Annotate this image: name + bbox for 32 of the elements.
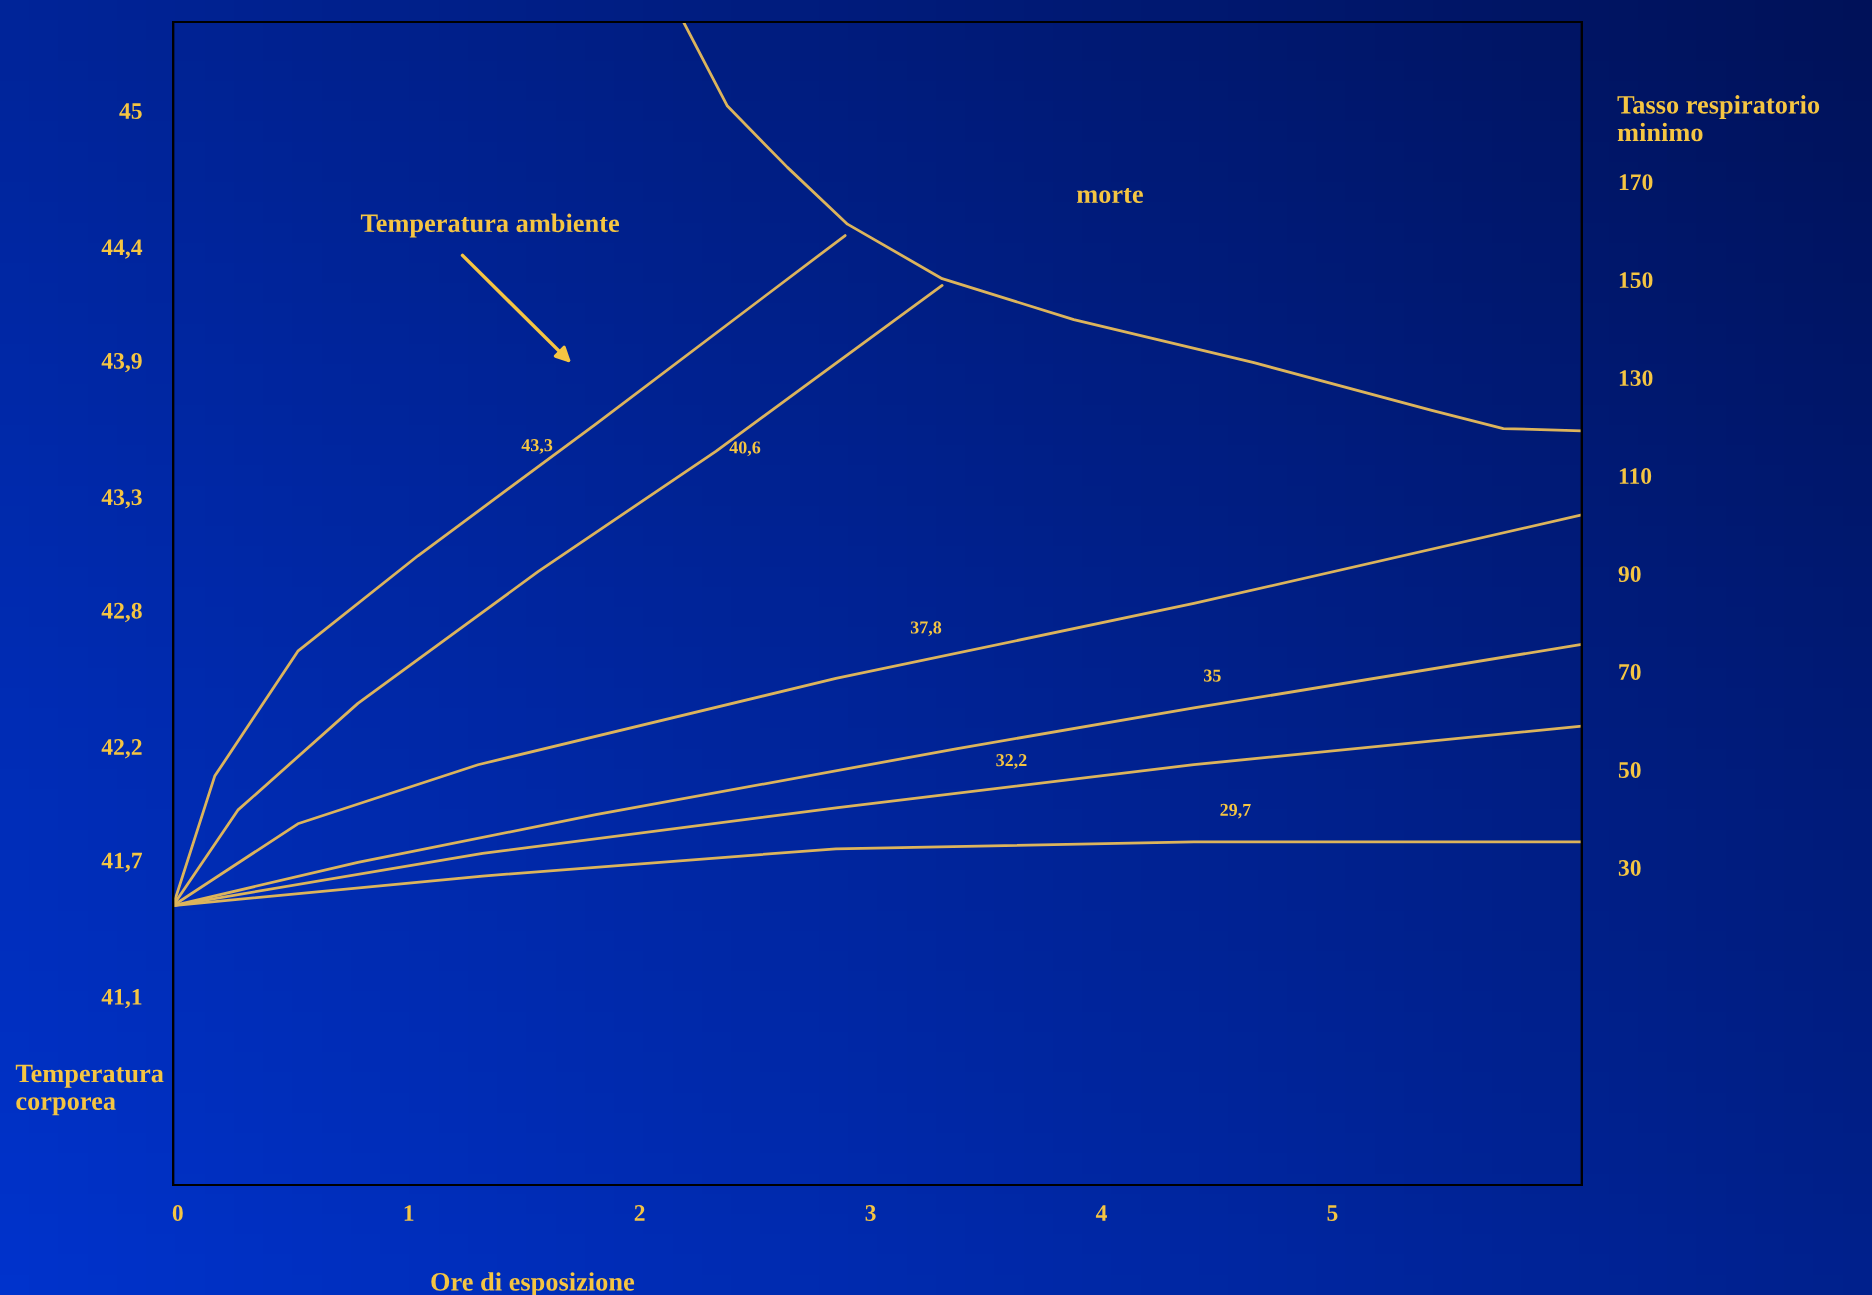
- y-tick-label: 42,8: [101, 602, 142, 623]
- y-tick-label: 45: [119, 103, 142, 120]
- series-label: 37,8: [910, 621, 942, 637]
- y-tick-label: 41,7: [101, 852, 143, 872]
- y2-tick-label: 30: [1618, 859, 1641, 876]
- y2-axis-title: Tasso respiratorio minimo: [1617, 95, 1820, 142]
- y2-tick-label: 70: [1619, 664, 1641, 680]
- annotation: Temperatura ambiente: [360, 213, 620, 238]
- y2-tick-label: 110: [1619, 468, 1652, 485]
- y2-tick-label: 150: [1619, 272, 1653, 289]
- annotation: morte: [1076, 187, 1143, 204]
- y-tick-label: 44,4: [101, 239, 143, 259]
- x-tick-label: 1: [404, 1205, 414, 1221]
- y2-tick-label: 170: [1619, 174, 1653, 191]
- y-tick-label: 43,9: [101, 353, 142, 373]
- series-label: 43,3: [521, 439, 553, 454]
- y2-tick-label: 90: [1618, 566, 1641, 583]
- y2-tick-label: 50: [1618, 762, 1641, 778]
- y-tick-label: 43,3: [101, 489, 142, 509]
- x-tick-label: 3: [865, 1205, 876, 1221]
- x-tick-label: 5: [1327, 1205, 1338, 1221]
- series-label: 40,6: [729, 441, 761, 457]
- series-label: 32,2: [996, 754, 1027, 769]
- x-tick-label: 2: [634, 1205, 645, 1221]
- y2-tick-label: 130: [1619, 370, 1653, 387]
- y-axis-title: Temperatura corporea: [15, 1064, 164, 1116]
- x-tick-label: 4: [1095, 1205, 1107, 1221]
- y-tick-label: 41,1: [101, 989, 142, 1009]
- x-tick-label: 0: [172, 1205, 183, 1221]
- y-tick-label: 42,2: [101, 739, 142, 759]
- series-label: 35: [1204, 669, 1221, 682]
- series-label: 29,7: [1220, 803, 1251, 819]
